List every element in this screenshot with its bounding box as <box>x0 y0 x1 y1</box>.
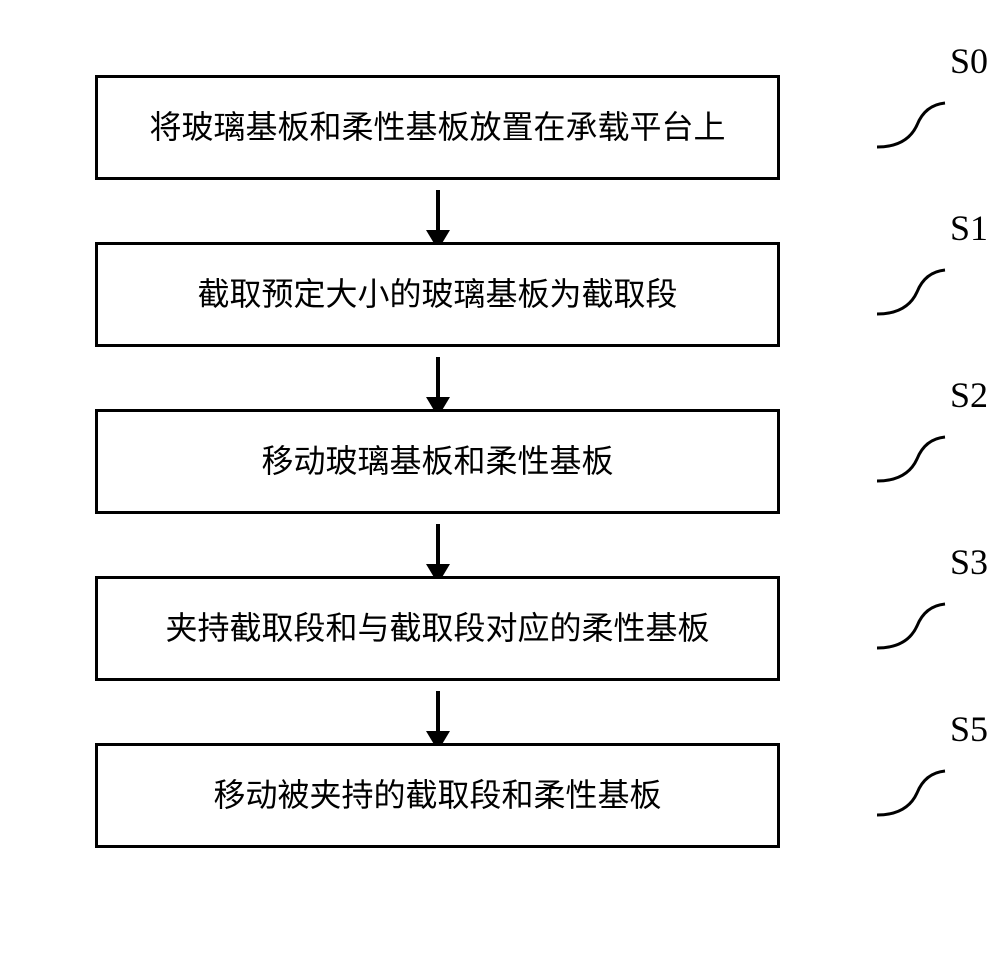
flow-step-text: 移动玻璃基板和柔性基板 <box>261 442 613 480</box>
arrow-down-icon <box>436 190 440 232</box>
step-label-2: S2 <box>950 374 988 416</box>
flow-step-text: 截取预定大小的玻璃基板为截取段 <box>197 275 677 313</box>
flow-step-text: 夹持截取段和与截取段对应的柔性基板 <box>165 609 709 647</box>
flow-step-0: 将玻璃基板和柔性基板放置在承载平台上 <box>95 75 780 180</box>
step-label-1: S1 <box>950 207 988 249</box>
step-label-3: S3 <box>950 541 988 583</box>
flow-step-1: 截取预定大小的玻璃基板为截取段 <box>95 242 780 347</box>
arrow-down-icon <box>436 357 440 399</box>
arrow-container <box>95 180 780 242</box>
step-label-4: S5 <box>950 708 988 750</box>
flow-step-3: 夹持截取段和与截取段对应的柔性基板 <box>95 576 780 681</box>
step-label-0: S0 <box>950 40 988 82</box>
arrow-container <box>95 514 780 576</box>
arrow-down-icon <box>436 691 440 733</box>
flowchart-container: 将玻璃基板和柔性基板放置在承载平台上 S0 截取预定大小的玻璃基板为截取段 S1… <box>95 75 905 848</box>
flow-step-4: 移动被夹持的截取段和柔性基板 <box>95 743 780 848</box>
flow-step-text: 移动被夹持的截取段和柔性基板 <box>213 776 661 814</box>
arrow-container <box>95 681 780 743</box>
arrow-container <box>95 347 780 409</box>
flow-step-2: 移动玻璃基板和柔性基板 <box>95 409 780 514</box>
flow-step-text: 将玻璃基板和柔性基板放置在承载平台上 <box>149 108 725 146</box>
arrow-down-icon <box>436 524 440 566</box>
